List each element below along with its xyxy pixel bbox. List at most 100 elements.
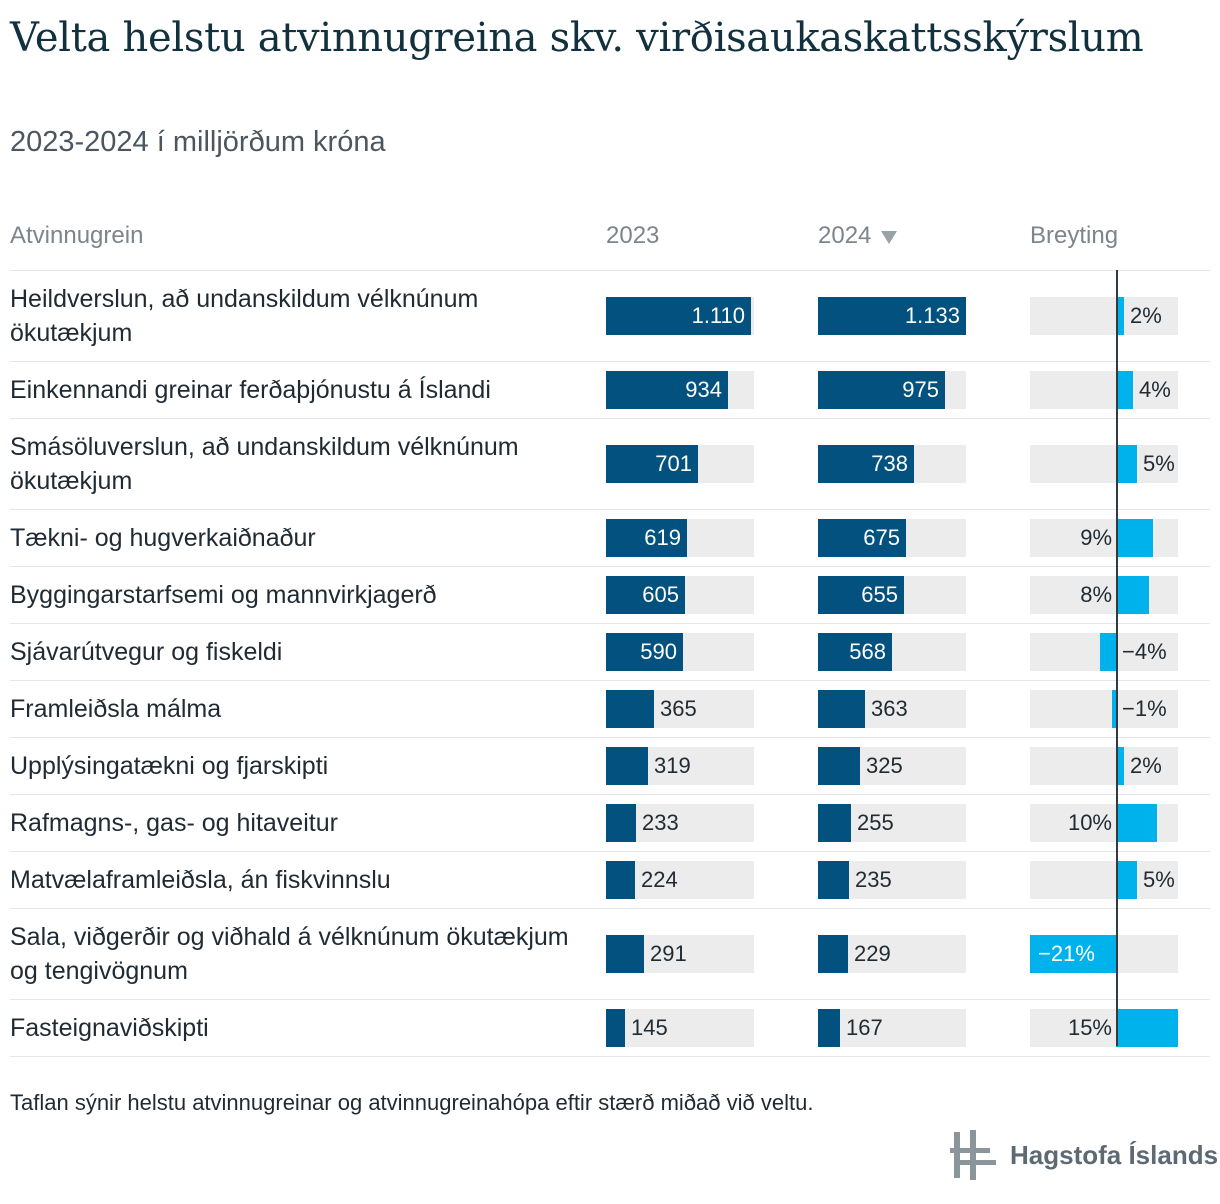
change-value-label: −4% bbox=[1122, 639, 1167, 664]
bar-2024[interactable] bbox=[818, 445, 914, 483]
bar-2023[interactable] bbox=[606, 445, 698, 483]
bar-2024[interactable] bbox=[818, 690, 865, 728]
bar-2023-track: 145 bbox=[606, 1009, 754, 1047]
bar-2024[interactable] bbox=[818, 747, 860, 785]
bar-2023[interactable] bbox=[606, 371, 728, 409]
bar-2024[interactable] bbox=[818, 804, 851, 842]
logo-text: Hagstofa Íslands bbox=[1010, 1139, 1219, 1170]
table-row[interactable]: Heildverslun, að undanskildum vélknúnum … bbox=[10, 271, 1210, 362]
change-bar[interactable] bbox=[1116, 804, 1157, 842]
change-track: −1% bbox=[1030, 690, 1178, 728]
change-bar[interactable] bbox=[1116, 576, 1149, 614]
bar-2024[interactable] bbox=[818, 633, 892, 671]
bar-2024-track: 167 bbox=[818, 1009, 966, 1047]
sort-descending-icon[interactable] bbox=[881, 231, 898, 244]
bar-2024-track: 325 bbox=[818, 747, 966, 785]
row-category-label: Sala, viðgerðir og viðhald á vélknúnum ö… bbox=[10, 923, 569, 985]
change-track: 10% bbox=[1030, 804, 1178, 842]
table-row[interactable]: Matvælaframleiðsla, án fiskvinnslu 224 235… bbox=[10, 852, 1210, 909]
bar-2024[interactable] bbox=[818, 371, 945, 409]
table-row[interactable]: Smásöluverslun, að undanskildum vélknúnu… bbox=[10, 419, 1210, 510]
change-bar[interactable] bbox=[1116, 297, 1124, 335]
table-row[interactable]: Rafmagns-, gas- og hitaveitur 233 255 10% bbox=[10, 795, 1210, 852]
change-track: 4% bbox=[1030, 371, 1178, 409]
column-header-change[interactable]: Breyting bbox=[1030, 222, 1119, 249]
bar-2023-track: 365 bbox=[606, 690, 754, 728]
column-header-category[interactable]: Atvinnugrein bbox=[10, 222, 144, 249]
table-row[interactable]: Byggingarstarfsemi og mannvirkjagerð 605 6… bbox=[10, 567, 1210, 624]
row-category-label: Smásöluverslun, að undanskildum vélknúnu… bbox=[10, 433, 519, 495]
change-value-label: −1% bbox=[1122, 696, 1167, 721]
change-bar[interactable] bbox=[1100, 633, 1116, 671]
bar-2023[interactable] bbox=[606, 576, 685, 614]
table-row[interactable]: Tækni- og hugverkaiðnaður 619 675 9% bbox=[10, 510, 1210, 567]
change-track: 15% bbox=[1030, 1009, 1178, 1047]
change-bar[interactable] bbox=[1116, 519, 1153, 557]
bar-2024[interactable] bbox=[818, 1009, 840, 1047]
bar-2023[interactable] bbox=[606, 861, 635, 899]
change-bar[interactable] bbox=[1112, 690, 1116, 728]
bar-2024[interactable] bbox=[818, 576, 904, 614]
bar-2023-track: 605 bbox=[606, 576, 754, 614]
change-track: 2% bbox=[1030, 747, 1178, 785]
bar-2024-value-label: 1.133 bbox=[904, 303, 960, 328]
bar-2024-track: 235 bbox=[818, 861, 966, 899]
bar-2024[interactable] bbox=[818, 861, 849, 899]
bar-2023[interactable] bbox=[606, 633, 683, 671]
bar-2023[interactable] bbox=[606, 690, 654, 728]
bar-2023-value-label: 619 bbox=[644, 525, 681, 550]
bar-2023-track: 590 bbox=[606, 633, 754, 671]
table-row[interactable]: Upplýsingatækni og fjarskipti 319 325 2% bbox=[10, 738, 1210, 795]
bar-2023-value-label: 1.110 bbox=[691, 303, 745, 328]
bar-2023-value-label: 590 bbox=[640, 639, 677, 664]
table-row[interactable]: Sjávarútvegur og fiskeldi 590 568 −4% bbox=[10, 624, 1210, 681]
change-value-label: 15% bbox=[1067, 1015, 1112, 1040]
table-row[interactable]: Sala, viðgerðir og viðhald á vélknúnum ö… bbox=[10, 909, 1210, 1000]
change-track: 5% bbox=[1030, 445, 1178, 483]
bar-2024-value-label: 255 bbox=[857, 810, 894, 835]
change-bar[interactable] bbox=[1116, 445, 1137, 483]
bar-2024-track: 655 bbox=[818, 576, 966, 614]
change-track: 9% bbox=[1030, 519, 1178, 557]
bar-2023[interactable] bbox=[606, 519, 687, 557]
bar-2023-value-label: 233 bbox=[642, 810, 679, 835]
change-bar[interactable] bbox=[1030, 935, 1116, 973]
change-value-label: 2% bbox=[1130, 303, 1162, 328]
bar-2024-track: 363 bbox=[818, 690, 966, 728]
row-category-label: Fasteignaviðskipti bbox=[10, 1014, 209, 1042]
change-track: 2% bbox=[1030, 297, 1178, 335]
change-zero-line bbox=[1116, 270, 1118, 1046]
change-value-label: −21% bbox=[1038, 941, 1095, 966]
bar-2024[interactable] bbox=[818, 935, 848, 973]
bar-2023-value-label: 145 bbox=[631, 1015, 668, 1040]
change-bar[interactable] bbox=[1116, 747, 1124, 785]
bar-2023[interactable] bbox=[606, 804, 636, 842]
table-row[interactable]: Fasteignaviðskipti 145 167 15% bbox=[10, 1000, 1210, 1057]
bar-2024-track: 229 bbox=[818, 935, 966, 973]
table-row[interactable]: Framleiðsla málma 365 363 −1% bbox=[10, 681, 1210, 738]
bar-2023[interactable] bbox=[606, 747, 648, 785]
bar-2023[interactable] bbox=[606, 935, 644, 973]
row-category-label: Matvælaframleiðsla, án fiskvinnslu bbox=[10, 866, 391, 894]
row-category-label: Rafmagns-, gas- og hitaveitur bbox=[10, 809, 338, 837]
bar-2024-value-label: 167 bbox=[846, 1015, 883, 1040]
row-category-label: Einkennandi greinar ferðaþjónustu á Ísla… bbox=[10, 376, 491, 404]
change-bar[interactable] bbox=[1116, 861, 1137, 899]
change-bar[interactable] bbox=[1116, 1009, 1178, 1047]
hagstofa-logo[interactable]: Hagstofa Íslands bbox=[950, 1130, 1218, 1180]
column-header-2024-label: 2024 bbox=[818, 222, 872, 249]
change-value-label: 9% bbox=[1080, 525, 1112, 550]
row-category-label: Heildverslun, að undanskildum vélknúnum … bbox=[10, 285, 479, 347]
table-row[interactable]: Einkennandi greinar ferðaþjónustu á Ísla… bbox=[10, 362, 1210, 419]
column-header-2023[interactable]: 2023 bbox=[606, 222, 660, 249]
bar-2023-value-label: 934 bbox=[685, 377, 722, 402]
bar-2023[interactable] bbox=[606, 297, 751, 335]
bar-2023[interactable] bbox=[606, 1009, 625, 1047]
bar-2024[interactable] bbox=[818, 519, 906, 557]
bar-2023-track: 291 bbox=[606, 935, 754, 973]
row-category-label: Sjávarútvegur og fiskeldi bbox=[10, 638, 283, 666]
column-header-2024[interactable]: 2024 bbox=[818, 222, 898, 250]
chart-title: Velta helstu atvinnugreina skv. virðisau… bbox=[10, 15, 1144, 61]
bar-2024[interactable] bbox=[818, 297, 966, 335]
change-bar[interactable] bbox=[1116, 371, 1133, 409]
